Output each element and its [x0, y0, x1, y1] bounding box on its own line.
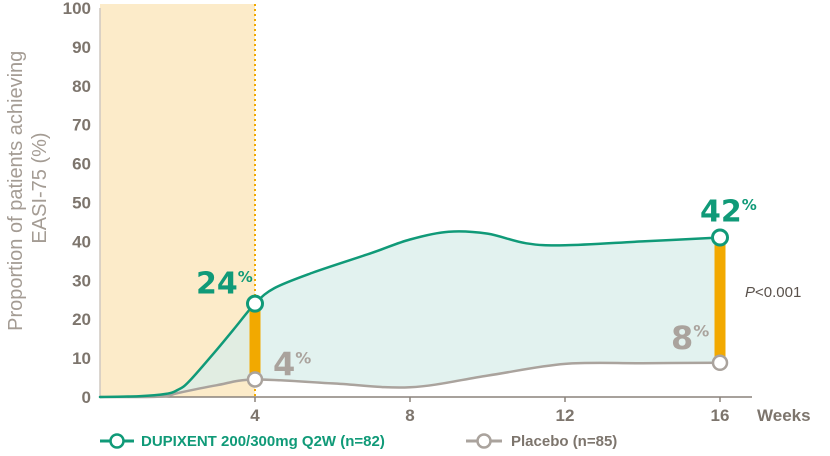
- y-tick-label: 10: [72, 349, 91, 368]
- placebo-marker: [246, 371, 264, 388]
- legend-dupixent-label: DUPIXENT 200/300mg Q2W (n=82): [141, 433, 385, 450]
- x-tick-label: 12: [556, 406, 575, 425]
- dupixent-week16-label-unit: %: [742, 196, 757, 214]
- y-tick-label: 40: [72, 232, 91, 251]
- dupixent-line: [98, 230, 722, 399]
- p-value-annotation: P<0.001: [745, 284, 801, 301]
- dupixent-week16-label-value: 42: [700, 195, 742, 230]
- y-tick-label: 100: [63, 0, 91, 18]
- dupixent-week16-label: 42%: [700, 195, 757, 230]
- difference-bar: [714, 237, 726, 363]
- y-tick-label: 20: [72, 310, 91, 329]
- shaded-region: [100, 4, 255, 397]
- y-tick-label: 60: [72, 155, 91, 174]
- placebo-line: [98, 361, 722, 399]
- y-tick-label: 50: [72, 194, 91, 213]
- x-tick-label: 16: [711, 406, 730, 425]
- legend-item-dupixent: DUPIXENT 200/300mg Q2W (n=82): [100, 433, 385, 450]
- y-tick-label: 30: [72, 271, 91, 290]
- dupixent-week4-label-value: 24: [196, 267, 238, 302]
- legend-item-placebo: Placebo (n=85): [466, 433, 617, 450]
- dupixent-week4-label-unit: %: [238, 268, 253, 286]
- placebo-week16-label-unit: %: [693, 322, 709, 341]
- legend-placebo-marker: [476, 433, 492, 449]
- x-axis-label: Weeks: [757, 406, 811, 425]
- dupixent-week4-label: 24%: [196, 267, 253, 302]
- p-value-prefix: P: [745, 284, 755, 301]
- placebo-week16-label: 8%: [671, 319, 709, 357]
- placebo-week4-label-value: 4: [273, 345, 295, 383]
- y-axis-label-line2: EASI-75 (%): [29, 132, 51, 243]
- x-tick-label: 8: [405, 406, 414, 425]
- p-value-value: <0.001: [755, 284, 801, 301]
- placebo-week16-label-value: 8: [671, 319, 693, 357]
- y-axis-label: Proportion of patients achieving EASI-75…: [5, 45, 51, 331]
- y-tick-label: 80: [72, 77, 91, 96]
- y-tick-label: 90: [72, 38, 91, 57]
- y-tick-label: 70: [72, 116, 91, 135]
- y-tick-label: 0: [82, 388, 91, 407]
- placebo-week4-label-unit: %: [295, 348, 311, 367]
- placebo-marker: [711, 354, 729, 372]
- placebo-week4-label: 4%: [273, 345, 311, 383]
- x-tick-label: 4: [250, 406, 260, 425]
- legend-placebo-label: Placebo (n=85): [511, 433, 617, 450]
- dupixent-marker: [711, 228, 729, 247]
- legend: DUPIXENT 200/300mg Q2W (n=82) Placebo (n…: [100, 433, 617, 450]
- dupixent-marker: [246, 294, 264, 313]
- difference-bar: [249, 303, 261, 380]
- legend-dupixent-marker: [109, 433, 125, 449]
- y-axis-label-line1: Proportion of patients achieving: [5, 51, 27, 331]
